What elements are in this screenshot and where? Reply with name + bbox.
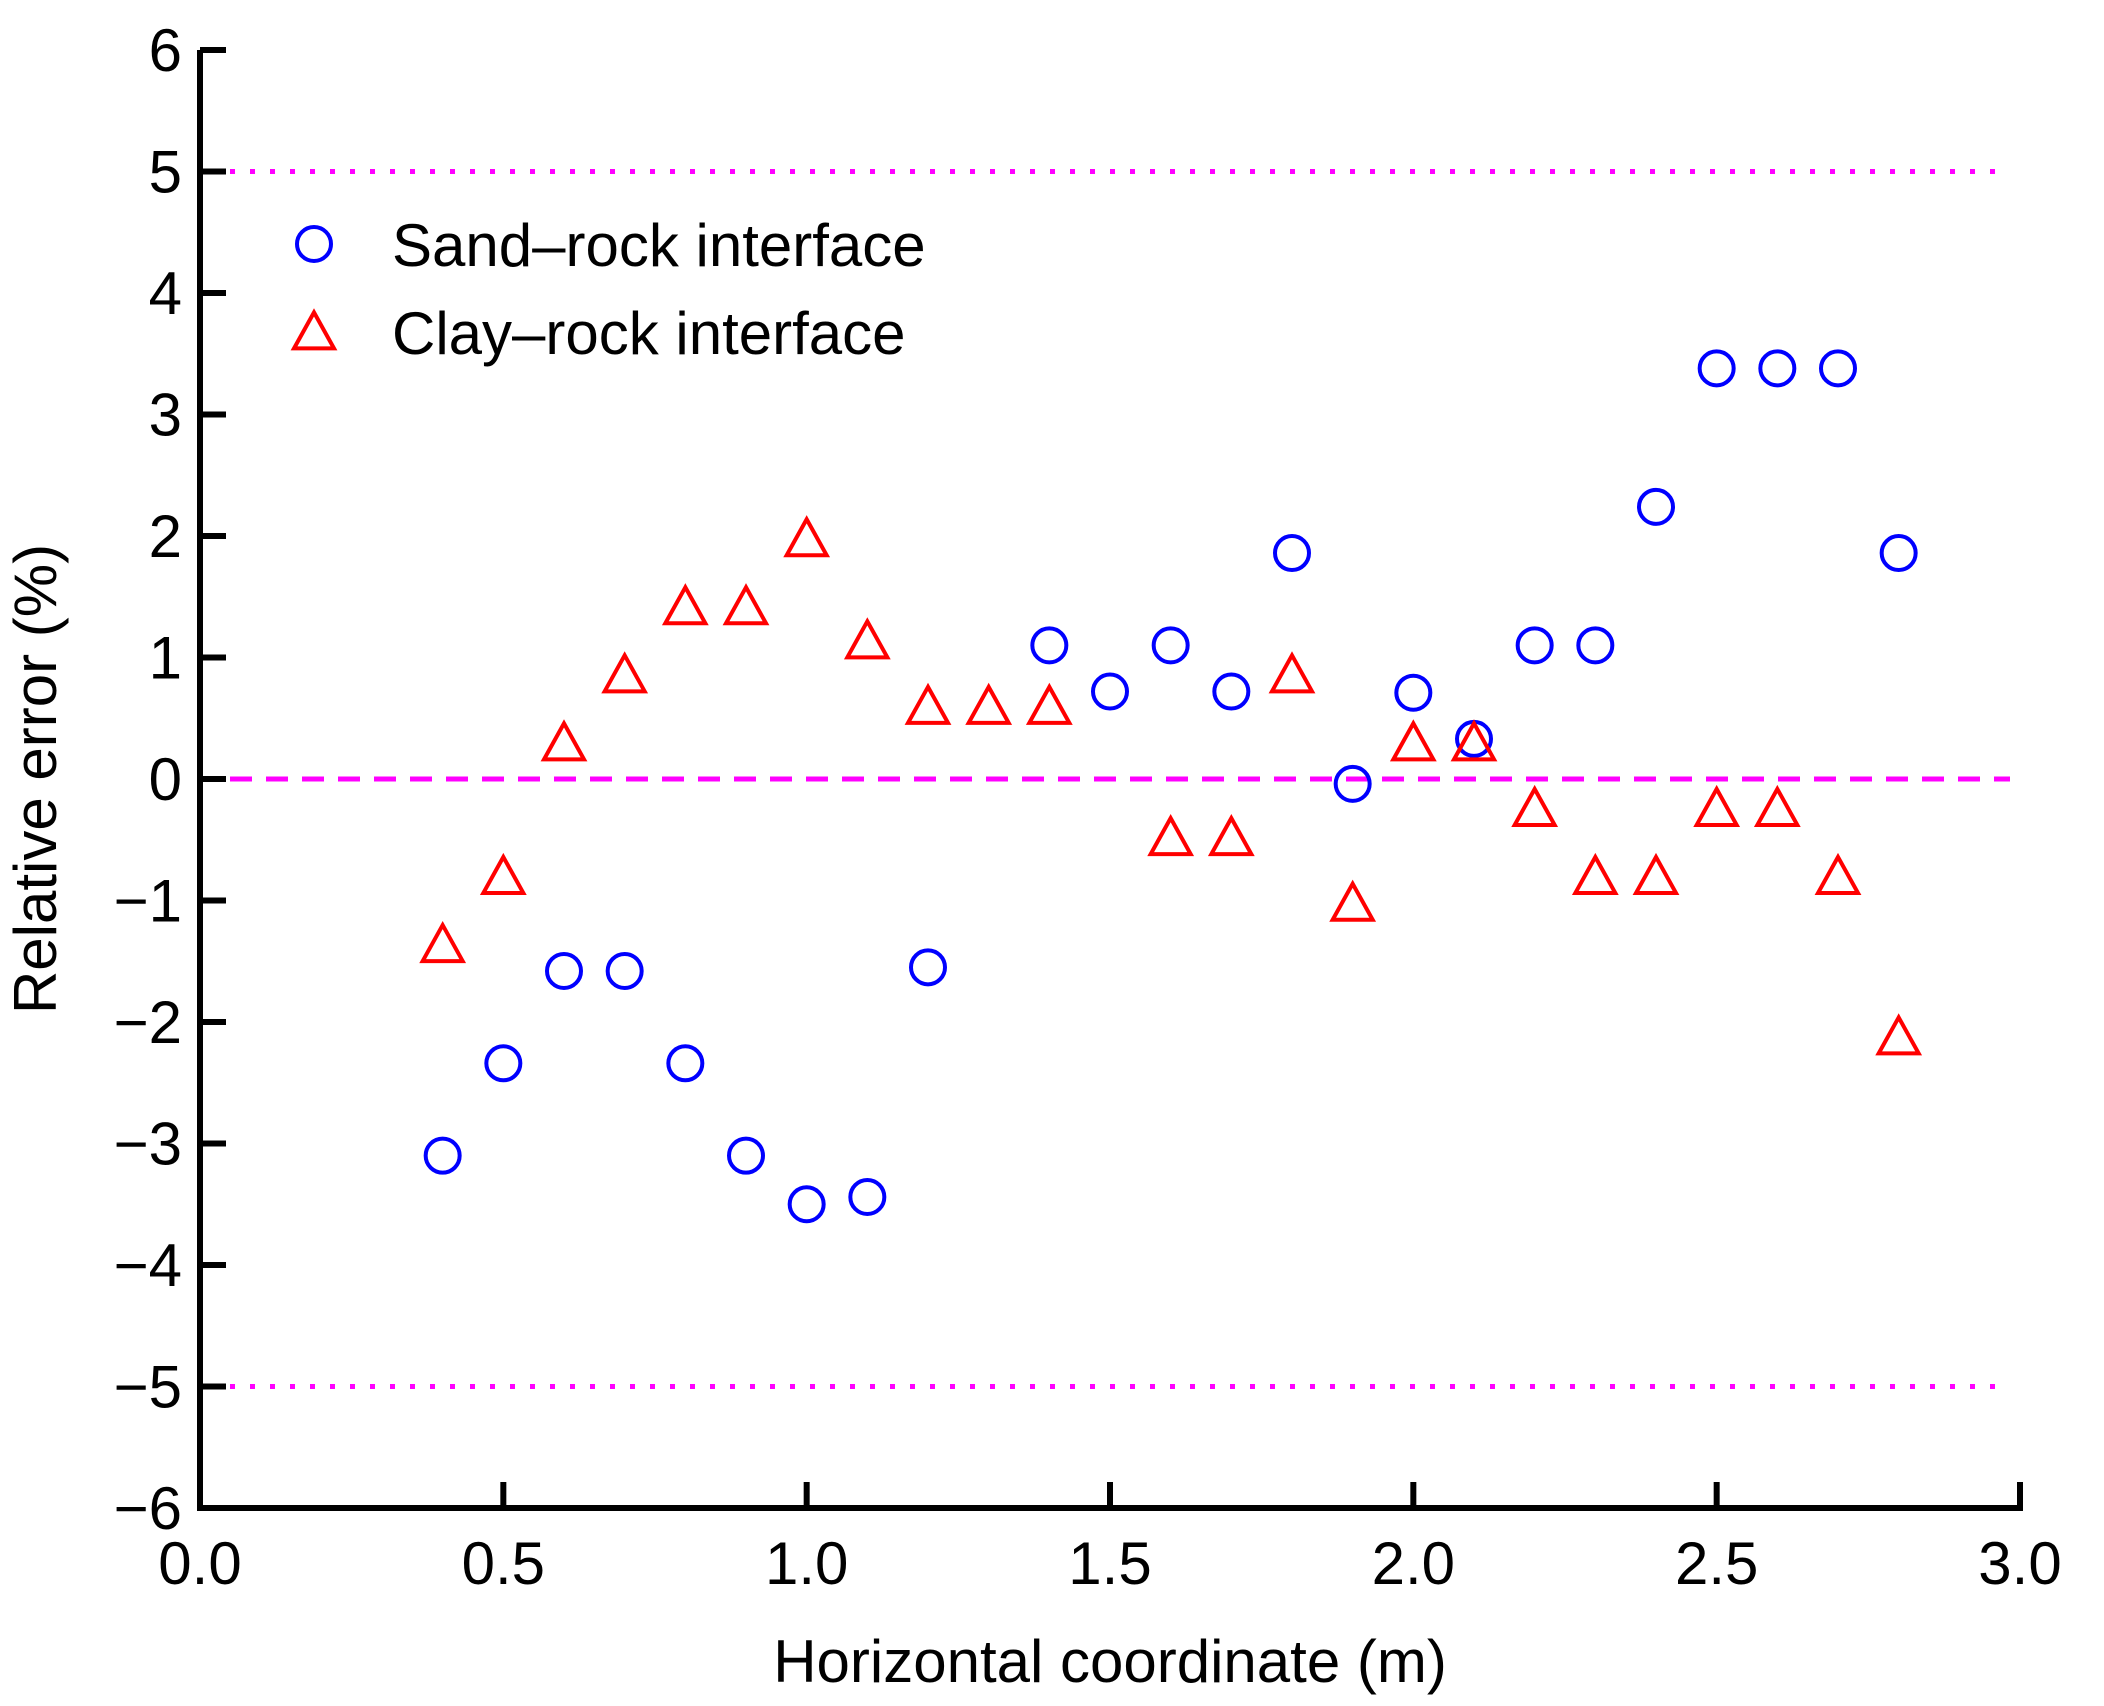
point-sand-rock: [666, 1044, 705, 1083]
point-sand-rock: [1697, 349, 1736, 388]
x-ticks: 0.0 0.5 1.0 1.5 2.0 2.5 3.0: [158, 1482, 2062, 1597]
point-sand-rock: [484, 1044, 523, 1083]
point-clay-rock: [1571, 852, 1619, 896]
point-clay-rock: [1875, 1013, 1923, 1056]
point-sand-rock: [423, 1136, 462, 1175]
y-tick-label: 3: [149, 382, 182, 449]
point-clay-rock: [419, 920, 467, 964]
x-tick-label: 2.0: [1372, 1530, 1455, 1597]
x-tick-label: 1.5: [1068, 1530, 1151, 1597]
point-clay-rock: [1511, 784, 1559, 827]
y-tick-label: 6: [149, 17, 182, 84]
legend-label-sand-rock: Sand–rock interface: [392, 212, 926, 279]
point-clay-rock: [1207, 814, 1255, 857]
point-sand-rock: [1273, 534, 1311, 573]
point-sand-rock: [787, 1185, 826, 1224]
x-tick-label: 2.5: [1675, 1530, 1758, 1597]
point-sand-rock: [1212, 672, 1251, 711]
x-axis-title: Horizontal coordinate (m): [773, 1628, 1447, 1695]
point-sand-rock: [605, 951, 644, 990]
point-sand-rock: [1819, 349, 1857, 388]
y-ticks: 6 5 4 3 2 1 0 −1 −2 −3 −4 −5 −6: [114, 17, 226, 1542]
point-sand-rock: [1151, 626, 1190, 665]
y-tick-label: 4: [149, 260, 182, 327]
point-clay-rock: [1814, 852, 1862, 896]
point-sand-rock: [1879, 534, 1918, 573]
reference-lines: [230, 169, 2010, 1389]
point-clay-rock: [904, 682, 952, 725]
point-sand-rock: [1394, 673, 1433, 712]
x-tick-label: 0.5: [462, 1530, 545, 1597]
legend-label-clay-rock: Clay–rock interface: [392, 300, 906, 367]
point-sand-rock: [1333, 764, 1372, 803]
point-sand-rock: [545, 951, 583, 990]
point-clay-rock: [479, 852, 527, 896]
point-clay-rock: [843, 617, 891, 660]
x-tick-label: 3.0: [1978, 1530, 2061, 1597]
y-tick-label: −4: [114, 1232, 182, 1299]
y-tick-label: −2: [114, 989, 182, 1056]
point-sand-rock: [1637, 487, 1675, 526]
y-tick-label: 5: [149, 139, 182, 206]
x-tick-label: 1.0: [765, 1530, 848, 1597]
point-clay-rock: [1450, 719, 1498, 762]
point-sand-rock: [1091, 672, 1129, 711]
point-sand-rock: [1576, 626, 1615, 665]
x-tick-label: 0.0: [158, 1530, 241, 1597]
y-tick-label: 0: [149, 746, 182, 813]
point-sand-rock: [1030, 626, 1069, 665]
legend: Sand–rock interface Clay–rock interface: [290, 212, 926, 367]
point-sand-rock: [848, 1177, 887, 1216]
y-tick-label: 1: [149, 625, 182, 692]
y-tick-label: −1: [114, 868, 182, 935]
point-clay-rock: [1329, 879, 1377, 922]
point-clay-rock: [540, 719, 588, 762]
y-tick-label: 2: [149, 503, 182, 570]
data-points: [419, 349, 1923, 1224]
point-clay-rock: [1147, 814, 1195, 857]
y-tick-label: −5: [114, 1354, 182, 1421]
y-axis-title: Relative error (%): [2, 544, 69, 1014]
point-clay-rock: [661, 583, 709, 626]
legend-marker-clay-rock: [290, 308, 338, 351]
legend-marker-sand-rock: [295, 225, 333, 263]
point-clay-rock: [965, 682, 1013, 725]
point-sand-rock: [909, 948, 947, 987]
point-clay-rock: [1632, 852, 1680, 896]
point-clay-rock: [1389, 719, 1437, 762]
point-sand-rock: [1515, 626, 1554, 665]
point-clay-rock: [1268, 651, 1316, 694]
point-clay-rock: [1753, 784, 1801, 827]
point-sand-rock: [1758, 349, 1797, 388]
y-tick-label: −3: [114, 1111, 182, 1178]
point-clay-rock: [1693, 784, 1741, 827]
point-sand-rock: [727, 1136, 765, 1175]
point-clay-rock: [601, 651, 649, 694]
y-tick-label: −6: [114, 1475, 182, 1542]
point-clay-rock: [722, 583, 770, 626]
point-clay-rock: [783, 515, 831, 558]
point-clay-rock: [1025, 682, 1073, 725]
